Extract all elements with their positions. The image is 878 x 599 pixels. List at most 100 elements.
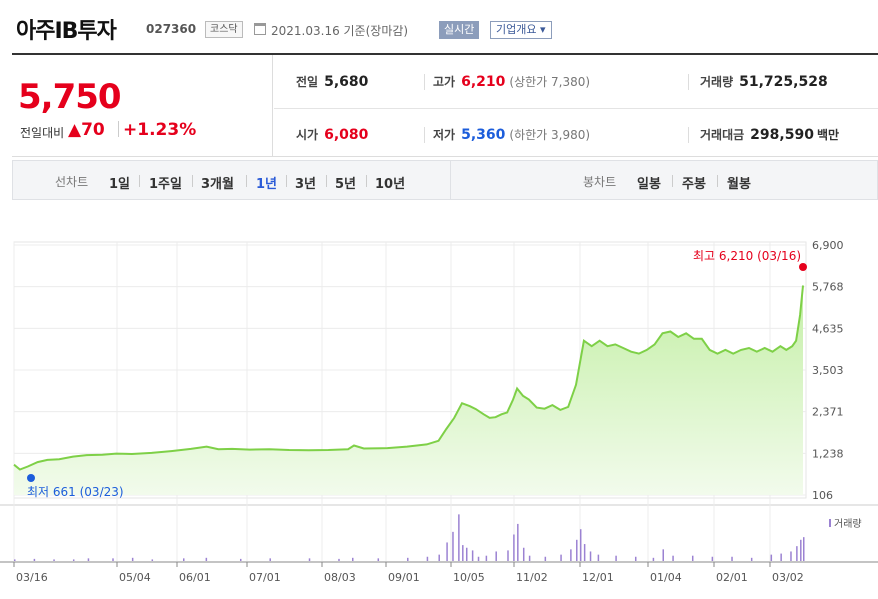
volume-bar [711,556,714,561]
volume-bar [205,557,208,561]
prev-close-label: 전일 [296,75,319,89]
volume-bar [691,555,694,561]
x-tick-label: 01/04 [650,571,682,584]
high-annotation: 최고 6,210 (03/16) [693,249,801,263]
volume-bar [352,557,354,561]
market-badge: 코스닥 [205,21,243,38]
company-overview-dropdown[interactable]: 기업개요 ▾ [490,21,552,39]
trade-value-value: 298,590 [750,127,814,143]
volume-bar [615,555,617,561]
low-marker [27,474,35,482]
volume-bar [770,554,773,561]
bar-divider [450,161,451,199]
period-1y[interactable]: 1년 [256,177,278,192]
y-tick-label: 1,238 [812,447,844,460]
trade-value-cell: 거래대금 298,590 백만 [700,126,839,143]
quote-panel: 5,750 전일대비 ▲70 +1.23% 전일 5,680 고가 6,210 (상한… [12,53,878,157]
period-3m[interactable]: 3개월 [201,177,234,192]
volume-cell: 거래량 51,725,528 [700,73,828,90]
low-cell: 저가 5,360 (하한가 3,980) [433,126,590,143]
volume-legend: 거래량 [834,518,862,530]
volume-bar [507,550,509,561]
volume-bar [517,523,519,561]
prev-close-value: 5,680 [324,74,369,90]
volume-bar [495,551,497,561]
stock-name: 아주IB투자 [16,19,117,44]
period-1d[interactable]: 1일 [109,177,131,192]
volume-bar [87,558,90,561]
volume-bar [513,534,515,561]
volume-bar [426,556,429,561]
volume-bar [33,558,36,561]
volume-bar [53,559,55,561]
volume-bar [462,545,464,561]
trade-value-label: 거래대금 [700,128,745,142]
prev-close-cell: 전일 5,680 [296,73,368,90]
volume-bar [579,529,582,561]
volume-bar [796,546,798,561]
volume-bar [800,539,802,561]
y-tick-label: 106 [812,489,833,502]
y-tick-label: 4,635 [812,322,844,335]
volume-bar [452,531,454,561]
x-tick-label: 05/04 [119,571,151,584]
x-tick-label: 02/01 [716,571,748,584]
x-tick-label: 06/01 [179,571,211,584]
open-cell: 시가 6,080 [296,126,368,143]
candle-weekly[interactable]: 주봉 [682,177,706,192]
y-tick-label: 3,503 [812,364,844,377]
open-value: 6,080 [324,127,369,143]
high-label: 고가 [433,75,456,89]
trade-value-unit: 백만 [816,128,840,142]
x-tick-label: 07/01 [249,571,281,584]
volume-bar [308,558,311,561]
volume-bar [583,544,586,561]
x-tick-label: 10/05 [453,571,485,584]
x-tick-label: 11/02 [516,571,548,584]
lower-limit: (하한가 3,980) [509,128,591,142]
volume-bar [662,549,664,561]
y-tick-label: 2,371 [812,406,844,419]
period-3y[interactable]: 3년 [295,177,317,192]
volume-bar [780,553,782,561]
row-divider [274,108,878,109]
volume-bar [544,556,547,561]
volume-bar [652,557,655,561]
candle-chart-label: 봉차트 [583,175,617,189]
divider [424,74,425,90]
change-percent: +1.23% [123,120,197,140]
period-10y[interactable]: 10년 [375,177,406,192]
volume-bar [239,558,242,561]
volume-bar [458,514,460,561]
candle-daily[interactable]: 일봉 [637,177,661,192]
period-1w[interactable]: 1주일 [149,177,182,192]
divider [424,127,425,143]
divider [688,127,689,143]
divider [286,175,287,187]
chart-annotations: 최고 6,210 (03/16) 최저 661 (03/23) 거래량 [27,249,862,530]
period-5y[interactable]: 5년 [335,177,357,192]
price-area [14,285,803,495]
volume-bars [14,514,805,561]
x-tick-label: 09/01 [388,571,420,584]
volume-bar [790,551,792,561]
volume-bar [672,555,674,561]
period-bar: 선차트 1일 1주일 3개월 1년 3년 5년 10년 봉차트 일봉 주봉 월봉 [12,160,878,200]
candle-monthly[interactable]: 월봉 [727,177,751,192]
volume-bar [112,558,114,561]
volume-bar [597,554,600,561]
volume-bar [634,556,637,561]
volume-bar [269,558,271,561]
realtime-button[interactable]: 실시간 [439,21,480,39]
x-axis-labels: 03/16 05/04 06/01 07/01 08/03 09/01 10/05 11/02… [16,571,804,584]
low-annotation: 최저 661 (03/23) [27,485,124,499]
stock-code: 027360 [146,22,197,36]
current-price: 5,750 [18,77,122,117]
change-label: 전일대비 [20,126,65,140]
volume-value: 51,725,528 [739,74,828,90]
divider [717,175,718,187]
divider [139,175,140,187]
volume-bar [14,559,16,561]
x-tick-label: 03/02 [772,571,804,584]
